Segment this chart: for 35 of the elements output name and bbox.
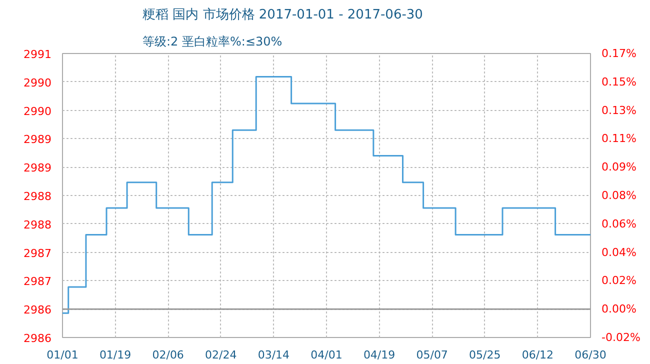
y-tick-label: 2988 [24,190,52,203]
chart-subtitle: 等级:2 垩白粒率%:≤30% [142,34,282,48]
y2-tick-label: 0.04% [602,246,636,259]
y-tick-label: 2991 [24,48,52,61]
y2-tick-label: 0.13% [602,104,636,117]
y-tick-label: 2990 [24,76,52,90]
x-tick-label: 04/19 [363,348,396,362]
y-tick-label: 2987 [24,246,52,260]
y-tick-label: 2987 [24,275,52,288]
y2-tick-label: 0.02% [602,274,636,288]
y-tick-label: 2989 [24,133,52,146]
x-tick-label: 02/06 [152,348,184,362]
x-tick-label: 05/07 [416,348,448,362]
x-tick-label: 06/12 [522,348,554,362]
y-tick-label: 2986 [24,304,52,317]
x-tick-label: 01/01 [46,348,78,362]
y-tick-label: 2989 [24,162,52,175]
chart-title: 粳稻 国内 市场价格 2017-01-01 - 2017-06-30 [142,8,423,22]
y2-tick-label: 0.08% [602,189,636,202]
y2-tick-label: 0.17% [602,47,636,60]
x-tick-label: 04/01 [310,348,342,362]
y2-tick-label: 0.15% [602,75,636,88]
y2-tick-label: 0.00% [602,302,636,316]
x-tick-label: 05/25 [469,348,501,362]
y2-tick-label: 0.06% [602,217,636,230]
x-tick-label: 06/30 [574,348,606,362]
y2-tick-label: 0.09% [602,160,636,174]
y-tick-label: 2990 [24,104,52,118]
y-tick-label: 2986 [24,332,52,345]
x-tick-label: 03/14 [258,348,290,362]
y-tick-label: 2988 [24,218,52,232]
y2-tick-label: 0.11% [602,132,636,146]
y2-tick-label: -0.02% [602,331,640,344]
x-tick-label: 01/19 [99,348,132,362]
x-tick-label: 02/24 [205,348,237,362]
